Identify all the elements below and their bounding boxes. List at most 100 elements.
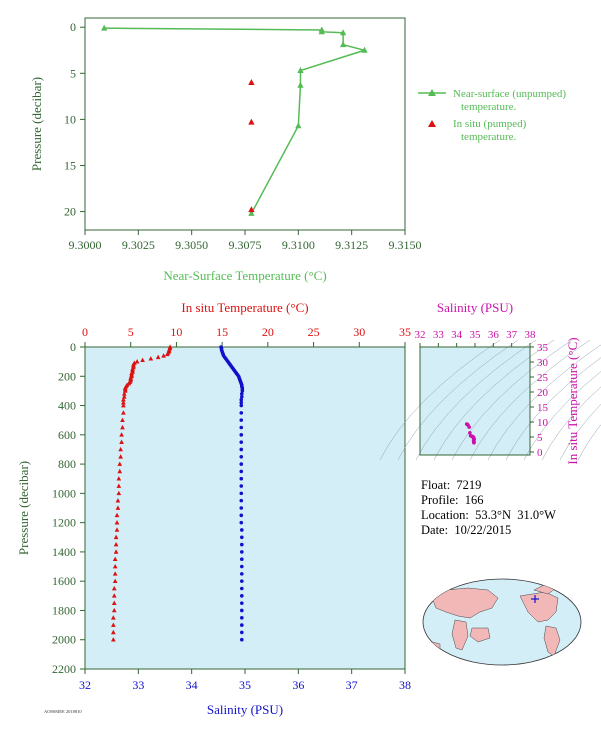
ts-y-tick-label: 20 [537, 387, 549, 399]
temperature-point [119, 432, 124, 437]
temp-tick-label: 20 [262, 325, 274, 339]
location-label: Location: [421, 508, 469, 522]
near-surface-ticks: 9.3000 9.3025 9.3050 9.3075 9.3100 9.3125 9.31… [64, 20, 422, 252]
temperature-point [112, 571, 118, 576]
isopycnal-line [523, 371, 601, 461]
salinity-point [239, 411, 244, 415]
salinity-point [240, 389, 245, 393]
ts-x-tick-label: 32 [415, 329, 426, 341]
temperature-point [111, 585, 117, 591]
salinity-tick-label: 35 [239, 678, 251, 692]
near-surface-x-tick-label: 9.3125 [335, 238, 368, 252]
salinity-tick-label: 34 [186, 678, 198, 692]
near-surface-panel: 9.3000 9.3025 9.3050 9.3075 9.3100 9.3125 9.31… [29, 17, 566, 283]
temperature-point [121, 394, 127, 399]
ts-y-tick-label: 10 [537, 417, 549, 429]
footer-code: AO8SMEE 2018810 [44, 709, 82, 714]
pressure-tick-label: 1800 [52, 603, 76, 617]
temperature-point [114, 512, 120, 518]
salinity-point [239, 454, 244, 459]
temperature-point [111, 615, 116, 620]
temperature-point [164, 351, 170, 357]
ts-isopycnals [379, 339, 601, 461]
near-surface-y-tick-label: 15 [64, 158, 76, 172]
isopycnal-line [415, 339, 537, 461]
salinity-point [239, 433, 244, 437]
near-surface-y-tick-label: 5 [70, 66, 76, 80]
temp-tick-label: 30 [353, 325, 365, 339]
temperature-point [122, 388, 128, 393]
salinity-point [240, 572, 244, 576]
ts-ticks: 32 33 34 35 36 37 38 0 5 10 15 20 25 30 35 [415, 329, 549, 459]
pressure-tick-label: 2000 [52, 633, 76, 647]
isopycnal-line [379, 339, 501, 461]
near-surface-x-tick-label: 9.3000 [69, 238, 102, 252]
location-value: 53.3°N 31.0°W [475, 508, 556, 522]
temperature-point [115, 498, 121, 503]
near-surface-point [361, 46, 368, 53]
legend-label-near-surface-line1: Near-surface (unpumped) [453, 88, 566, 100]
isopycnal-line [577, 424, 601, 461]
near-surface-point [101, 24, 108, 31]
isopycnal-line [451, 339, 573, 461]
salinity-point [239, 469, 244, 474]
legend-label-in-situ-line2: temperature. [461, 131, 517, 143]
ts-x-tick-label: 38 [525, 329, 537, 341]
temperature-point [121, 402, 126, 408]
temperature-point [111, 600, 117, 605]
ts-diagram-panel: 32 33 34 35 36 37 38 0 5 10 15 20 25 30 35 Salinity (P… [379, 300, 601, 465]
ts-y-tick-label: 0 [537, 447, 543, 459]
temperature-point [148, 356, 154, 361]
temp-tick-label: 35 [399, 325, 411, 339]
near-surface-x-tick-label: 9.3075 [229, 238, 262, 252]
near-surface-x-tick-label: 9.3150 [389, 238, 422, 252]
ts-x-axis-label: Salinity (PSU) [437, 300, 513, 315]
salinity-point [239, 491, 244, 496]
pressure-tick-label: 400 [58, 399, 76, 413]
float-label: Float: [421, 478, 451, 492]
pressure-tick-label: 200 [58, 369, 76, 383]
salinity-point [240, 630, 244, 635]
temperature-point [121, 391, 127, 396]
salinity-point [239, 397, 244, 402]
legend-marker-in-situ [428, 120, 436, 127]
isopycnal-line [559, 403, 601, 461]
isopycnal-line [487, 344, 601, 461]
temperature-point [111, 629, 116, 635]
salinity-point [240, 608, 244, 613]
near-surface-point [339, 29, 347, 36]
temperature-point [119, 439, 124, 444]
temperature-point [111, 607, 117, 613]
temperature-point [117, 468, 123, 474]
pressure-tick-label: 1400 [52, 545, 76, 559]
temperature-point [111, 637, 116, 642]
near-surface-legend: Near-surface (unpumped) temperature. In … [418, 88, 566, 143]
float-info: Float: 7219 Profile: 166 Location: 53.3°… [421, 478, 556, 538]
temperature-point [115, 505, 121, 510]
ts-x-tick-label: 33 [433, 329, 445, 341]
salinity-point [239, 506, 244, 510]
isopycnal-line [505, 357, 601, 461]
ts-points [464, 422, 476, 445]
temperature-point [120, 424, 125, 430]
near-surface-point [339, 41, 347, 48]
temperature-point [121, 400, 126, 405]
salinity-tick-label: 33 [132, 678, 144, 692]
map-land-eurasia [431, 587, 499, 619]
salinity-point [239, 447, 244, 452]
pressure-tick-label: 2200 [52, 662, 76, 676]
ts-point [467, 425, 471, 429]
temp-tick-label: 15 [216, 325, 228, 339]
profile-plot-background [85, 347, 405, 669]
legend-label-near-surface-line2: temperature. [461, 101, 517, 113]
near-surface-y-tick-label: 20 [64, 205, 76, 219]
salinity-point [240, 535, 244, 540]
salinity-point [240, 601, 244, 605]
salinity-tick-label: 37 [346, 678, 358, 692]
ts-x-tick-label: 34 [451, 329, 463, 341]
profile-y-axis-label: Pressure (decibar) [16, 461, 31, 555]
map-land-africa [451, 619, 469, 651]
salinity-point [239, 418, 244, 422]
ts-y-tick-label: 25 [537, 372, 549, 384]
